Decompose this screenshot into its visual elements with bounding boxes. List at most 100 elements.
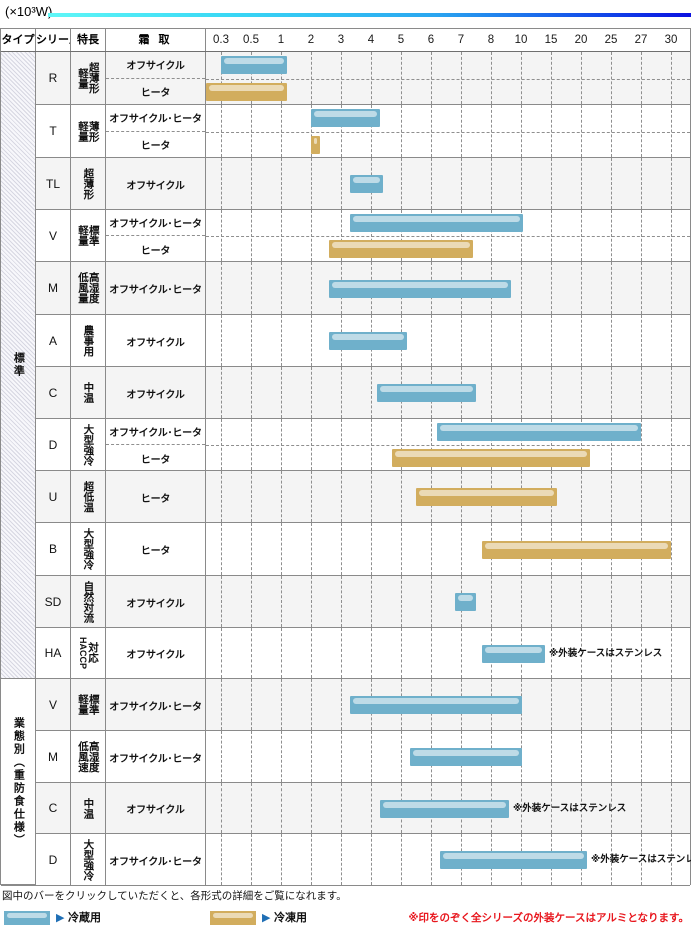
gridline-15 [551, 731, 552, 782]
table-row[interactable]: V 標準 軽量 オフサイクル･ヒータ ヒータ [36, 210, 690, 262]
table-row[interactable]: M 高湿度 低風量 オフサイクル･ヒータ [36, 262, 690, 315]
feature-label-col: 軽量 [77, 694, 89, 715]
gridline-8 [491, 576, 492, 627]
axis-tick-27: 27 [634, 34, 648, 46]
capacity-bar-C-1[interactable] [377, 384, 476, 402]
defrost-label: ヒータ [140, 88, 171, 100]
legend-label-refrigeration[interactable]: 冷蔵用 [68, 912, 101, 924]
axis-tick-4: 4 [367, 34, 375, 46]
series-cell: D [36, 419, 71, 470]
capacity-bar-A-1[interactable] [329, 332, 407, 350]
capacity-bar-T-1[interactable] [311, 109, 380, 128]
feature-label-col: 超低温 [82, 480, 95, 513]
gridline-5 [401, 419, 402, 470]
defrost-label: オフサイクル [126, 805, 185, 816]
feature-cell: 標準 軽量 [71, 679, 106, 730]
gridline-0.5 [251, 262, 252, 314]
gridline-27 [641, 105, 642, 157]
feature-cell: 中温 [71, 367, 106, 418]
capacity-bar-V-2[interactable] [329, 240, 473, 258]
capacity-bar-HA-1[interactable] [482, 644, 545, 663]
table-row[interactable]: SD 自然対流 オフサイクル [36, 576, 690, 628]
bar-highlight [314, 111, 377, 118]
feature-cell: 中温 [71, 783, 106, 833]
capacity-bar-R-1[interactable] [221, 56, 287, 75]
gridline-1 [281, 315, 282, 366]
capacity-bar-T-2[interactable] [311, 135, 320, 154]
chart-cell [206, 158, 690, 209]
feature-label-col: 農事用 [82, 324, 95, 357]
series-label: A [48, 333, 57, 348]
gridline-0.5 [251, 679, 252, 730]
table-row[interactable]: TL 超薄形 オフサイクル [36, 158, 690, 210]
gridline-6 [431, 210, 432, 261]
gridline-0.3 [221, 210, 222, 261]
table-row[interactable]: B 大型強冷 ヒータ [36, 523, 690, 576]
table-row[interactable]: C 中温 オフサイクル ※外装ケースはステンレス [36, 783, 690, 834]
capacity-bar-V-1[interactable] [350, 696, 523, 714]
capacity-bar-M-1[interactable] [410, 748, 523, 766]
capacity-bar-M-1[interactable] [329, 279, 511, 298]
series-label: C [48, 385, 58, 400]
feature-label-col: 軽量 [77, 225, 89, 246]
series-cell: V [36, 679, 71, 730]
feature-label-col: 自然対流 [82, 580, 95, 623]
capacity-bar-R-2[interactable] [206, 82, 287, 101]
gridline-10 [521, 315, 522, 366]
series-label: M [48, 281, 58, 295]
column-header-type: タイプ [1, 29, 36, 51]
table-row[interactable]: C 中温 オフサイクル [36, 367, 690, 419]
capacity-bar-D-1[interactable] [440, 851, 587, 869]
bar-highlight [383, 801, 506, 808]
feature-cell: 大型強冷 [71, 419, 106, 470]
table-row[interactable]: M 高湿度 低風速 オフサイクル･ヒータ [36, 731, 690, 783]
gridline-3 [341, 576, 342, 627]
table-row[interactable]: D 大型強冷 オフサイクル･ヒータ ※外装ケースはステンレス [36, 834, 691, 886]
gridline-4 [371, 834, 372, 885]
capacity-bar-TL-1[interactable] [350, 175, 383, 193]
capacity-bar-SD-1[interactable] [455, 593, 476, 611]
feature-label-col: 薄形 [87, 120, 100, 142]
bar-highlight [332, 242, 470, 248]
series-cell: V [36, 210, 71, 261]
capacity-bar-B-1[interactable] [482, 540, 671, 559]
capacity-bar-D-1[interactable] [437, 423, 641, 441]
defrost-cell: オフサイクル･ヒータ ヒータ [106, 105, 206, 157]
defrost-label: ヒータ [140, 245, 171, 257]
gridline-25 [611, 679, 612, 730]
gridline-6 [431, 105, 432, 157]
gridline-30 [671, 679, 672, 730]
feature-cell: 超薄形 軽量 [71, 52, 106, 104]
gridline-20 [581, 628, 582, 678]
axis-tick-7: 7 [457, 34, 465, 46]
defrost-cell: オフサイクル･ヒータ ヒータ [106, 210, 206, 261]
capacity-bar-V-1[interactable] [350, 214, 523, 232]
gridline-27 [641, 367, 642, 418]
gridline-3 [341, 523, 342, 575]
swatch-shine [213, 913, 253, 918]
gridline-2 [311, 262, 312, 314]
defrost-label: オフサイクル･ヒータ [109, 701, 202, 713]
gridline-20 [581, 419, 582, 470]
table-row[interactable]: HA 対応 HACCP オフサイクル ※外装ケースはステンレス [36, 628, 690, 679]
table-row[interactable]: R 超薄形 軽量 オフサイクル ヒータ [36, 52, 690, 105]
bar-highlight [395, 451, 587, 457]
gridline-3 [341, 52, 342, 104]
gridline-2 [311, 105, 312, 157]
gridline-15 [551, 419, 552, 470]
gridline-20 [581, 262, 582, 314]
capacity-bar-U-1[interactable] [416, 488, 557, 506]
gridline-3 [341, 783, 342, 833]
legend-label-freezing[interactable]: 冷凍用 [274, 912, 307, 924]
gridline-4 [371, 419, 372, 470]
capacity-bar-D-2[interactable] [392, 449, 590, 467]
capacity-bar-C-1[interactable] [380, 799, 509, 818]
table-row[interactable]: A 農事用 オフサイクル [36, 315, 690, 367]
table-row[interactable]: T 薄形 軽量 オフサイクル･ヒータ ヒータ [36, 105, 690, 158]
chart-cell [206, 105, 690, 157]
table-row[interactable]: V 標準 軽量 オフサイクル･ヒータ [36, 679, 690, 731]
gridline-0.3 [221, 105, 222, 157]
type-group-label: 標準 [12, 352, 25, 378]
table-row[interactable]: U 超低温 ヒータ [36, 471, 690, 523]
table-row[interactable]: D 大型強冷 オフサイクル･ヒータ ヒータ [36, 419, 690, 471]
